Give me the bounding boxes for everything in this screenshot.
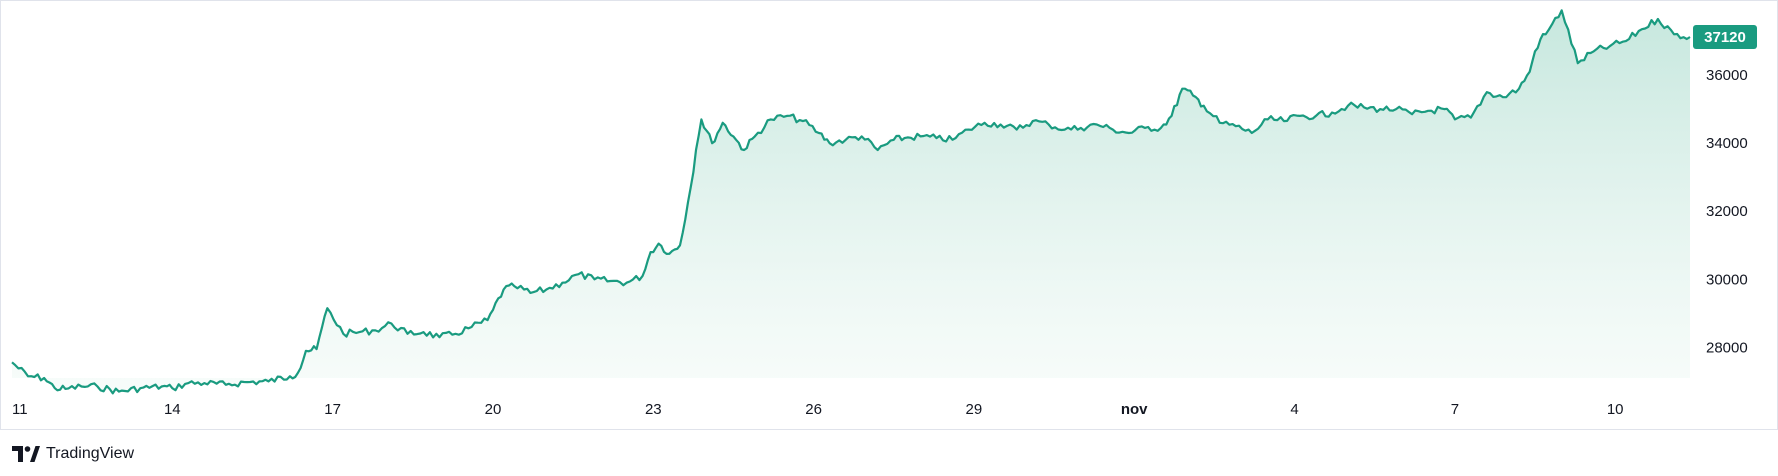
y-tick-label: 30000 bbox=[1706, 271, 1748, 288]
x-tick-label: 11 bbox=[12, 401, 28, 418]
last-price-marker: 37120 bbox=[1693, 25, 1757, 49]
x-tick-label: 14 bbox=[164, 401, 181, 418]
x-tick-label: 4 bbox=[1290, 401, 1298, 418]
price-series-line bbox=[11, 9, 1691, 395]
x-tick-label: 26 bbox=[805, 401, 822, 418]
y-tick-label: 32000 bbox=[1706, 203, 1748, 220]
y-axis-ticks: 28000 30000 32000 34000 36000 bbox=[1706, 67, 1748, 356]
tradingview-branding[interactable]: TradingView bbox=[12, 443, 134, 465]
price-chart[interactable]: 11 14 17 20 23 26 29 nov 4 7 10 28000 30000 32000 340… bbox=[0, 0, 1778, 430]
y-tick-label: 28000 bbox=[1706, 339, 1748, 356]
x-axis-ticks: 11 14 17 20 23 26 29 nov 4 7 10 bbox=[12, 401, 1624, 418]
x-tick-label: nov bbox=[1121, 401, 1148, 418]
x-tick-label: 29 bbox=[966, 401, 983, 418]
x-tick-label: 17 bbox=[324, 401, 341, 418]
x-tick-label: 10 bbox=[1607, 401, 1624, 418]
last-price-label-background bbox=[1693, 25, 1757, 49]
x-tick-label: 7 bbox=[1451, 401, 1459, 418]
last-price-label: 37120 bbox=[1704, 29, 1746, 46]
tradingview-wordmark: TradingView bbox=[46, 445, 135, 462]
area-fill bbox=[12, 10, 1690, 394]
y-tick-label: 34000 bbox=[1706, 135, 1748, 152]
x-tick-label: 20 bbox=[485, 401, 502, 418]
tradingview-logo-icon bbox=[12, 446, 40, 462]
y-tick-label: 36000 bbox=[1706, 67, 1748, 84]
x-tick-label: 23 bbox=[645, 401, 662, 418]
